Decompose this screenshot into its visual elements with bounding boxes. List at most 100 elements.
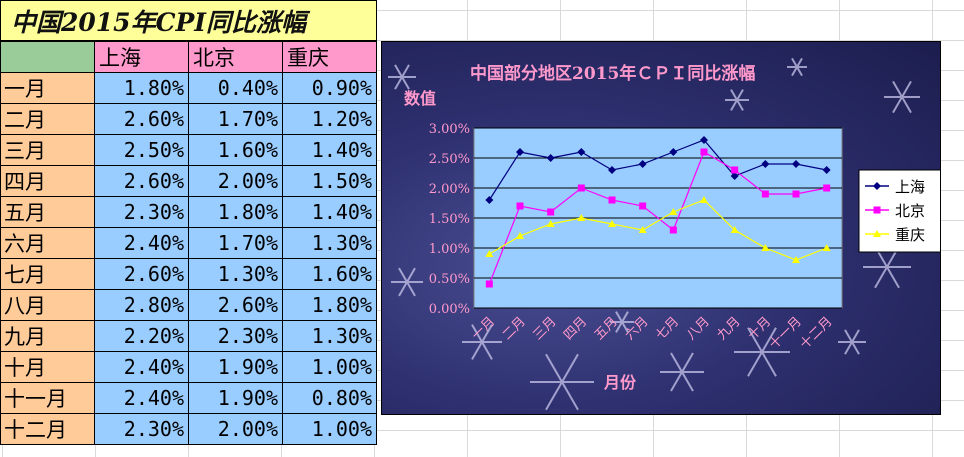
table-cell[interactable]: 2.50% (94, 134, 189, 166)
series-line (488, 151, 827, 285)
x-axis-label: 月份 (603, 373, 637, 392)
data-point (547, 208, 555, 216)
table-row: 六月 2.40% 1.70% 1.30% (0, 227, 377, 259)
line-chart: 0.00% 0.50% 1.00% 1.50% 2.00% 2.50% 3.00% 一月 二月三… (388, 57, 940, 411)
data-point (608, 196, 616, 204)
snowflake-decoration (388, 64, 416, 90)
data-point (822, 166, 831, 174)
legend-box (858, 169, 940, 253)
table-cell[interactable]: 1.60% (188, 134, 283, 166)
sheet-title[interactable]: 中国2015年CPI同比涨幅 (0, 0, 377, 41)
table-cell[interactable]: 1.20% (282, 103, 377, 135)
row-header-month[interactable]: 七月 (0, 258, 95, 290)
data-point (516, 202, 524, 210)
data-point (669, 148, 678, 156)
data-point (730, 226, 739, 233)
table-cell[interactable]: 1.40% (282, 196, 377, 228)
table-cell[interactable]: 2.00% (188, 165, 283, 197)
y-tick-label: 0.50% (429, 272, 470, 287)
y-tick-label: 0.00% (429, 302, 470, 317)
data-point (761, 190, 769, 198)
data-point (639, 202, 647, 210)
corner-cell[interactable] (0, 41, 95, 73)
row-header-month[interactable]: 一月 (0, 72, 95, 104)
column-header[interactable]: 北京 (188, 41, 283, 73)
table-cell[interactable]: 1.90% (188, 382, 283, 414)
table-cell[interactable]: 2.40% (94, 351, 189, 383)
row-header-month[interactable]: 十月 (0, 351, 95, 383)
column-header[interactable]: 上海 (94, 41, 189, 73)
table-cell[interactable]: 1.80% (188, 196, 283, 228)
data-point (761, 244, 770, 251)
snowflake-decoration (884, 80, 920, 114)
table-cell[interactable]: 2.60% (94, 165, 189, 197)
table-row: 十一月 2.40% 1.90% 0.80% (0, 382, 377, 414)
row-header-month[interactable]: 五月 (0, 196, 95, 228)
table-cell[interactable]: 1.00% (282, 351, 377, 383)
column-header[interactable]: 重庆 (282, 41, 377, 73)
y-tick-label: 2.00% (429, 182, 470, 197)
table-cell[interactable]: 1.70% (188, 227, 283, 259)
table-cell[interactable]: 0.40% (188, 72, 283, 104)
legend-marker (873, 182, 881, 190)
table-cell[interactable]: 2.60% (188, 289, 283, 321)
row-header-month[interactable]: 六月 (0, 227, 95, 259)
table-cell[interactable]: 2.80% (94, 289, 189, 321)
table-row: 五月 2.30% 1.80% 1.40% (0, 196, 377, 228)
data-point (730, 172, 739, 180)
table-cell[interactable]: 1.40% (282, 134, 377, 166)
x-tick-label: 九月 (714, 314, 743, 343)
row-header-month[interactable]: 十一月 (0, 382, 95, 414)
table-row: 七月 2.60% 1.30% 1.60% (0, 258, 377, 290)
table-cell[interactable]: 2.30% (94, 196, 189, 228)
table-cell[interactable]: 2.60% (94, 258, 189, 290)
row-header-month[interactable]: 九月 (0, 320, 95, 352)
data-point (577, 214, 586, 221)
table-row: 四月 2.60% 2.00% 1.50% (0, 165, 377, 197)
table-cell[interactable]: 2.20% (94, 320, 189, 352)
table-header-row: 上海 北京 重庆 (0, 41, 377, 73)
x-tick-label: 二月 (500, 314, 529, 343)
row-header-month[interactable]: 二月 (0, 103, 95, 135)
table-cell[interactable]: 1.50% (282, 165, 377, 197)
table-cell[interactable]: 2.40% (94, 382, 189, 414)
row-header-month[interactable]: 十二月 (0, 413, 95, 445)
table-cell[interactable]: 1.80% (282, 289, 377, 321)
table-row: 二月 2.60% 1.70% 1.20% (0, 103, 377, 135)
data-point (700, 148, 708, 156)
table-cell[interactable]: 1.80% (94, 72, 189, 104)
table-cell[interactable]: 1.60% (282, 258, 377, 290)
table-cell[interactable]: 1.30% (282, 320, 377, 352)
legend-marker (873, 230, 881, 237)
y-axis-label: 数值 (404, 89, 436, 108)
row-header-month[interactable]: 三月 (0, 134, 95, 166)
data-point (792, 160, 800, 168)
table-cell[interactable]: 1.70% (188, 103, 283, 135)
table-cell[interactable]: 2.30% (94, 413, 189, 445)
data-point (577, 148, 586, 156)
data-point (823, 184, 831, 192)
y-tick-label: 3.00% (429, 122, 470, 137)
table-cell[interactable]: 2.30% (188, 320, 283, 352)
data-point (761, 160, 770, 168)
legend-marker (873, 206, 881, 214)
data-point (577, 184, 585, 192)
row-header-month[interactable]: 四月 (0, 165, 95, 197)
chart-title: 中国部分地区2015年ＣＰＩ同比涨幅 (470, 63, 755, 84)
table-cell[interactable]: 1.00% (282, 413, 377, 445)
table-cell[interactable]: 2.60% (94, 103, 189, 135)
table-cell[interactable]: 1.90% (188, 351, 283, 383)
table-cell[interactable]: 2.40% (94, 227, 189, 259)
table-row: 一月 1.80% 0.40% 0.90% (0, 72, 377, 104)
table-cell[interactable]: 0.90% (282, 72, 377, 104)
snowflake-decoration (610, 311, 634, 333)
row-header-month[interactable]: 八月 (0, 289, 95, 321)
table-cell[interactable]: 2.00% (188, 413, 283, 445)
legend-label: 北京 (895, 202, 925, 220)
table-cell[interactable]: 1.30% (188, 258, 283, 290)
table-cell[interactable]: 0.80% (282, 382, 377, 414)
legend-label: 上海 (895, 178, 925, 196)
chart-area[interactable]: 0.00% 0.50% 1.00% 1.50% 2.00% 2.50% 3.00% 一月 二月三… (381, 41, 941, 415)
table-cell[interactable]: 1.30% (282, 227, 377, 259)
data-point (608, 166, 616, 174)
